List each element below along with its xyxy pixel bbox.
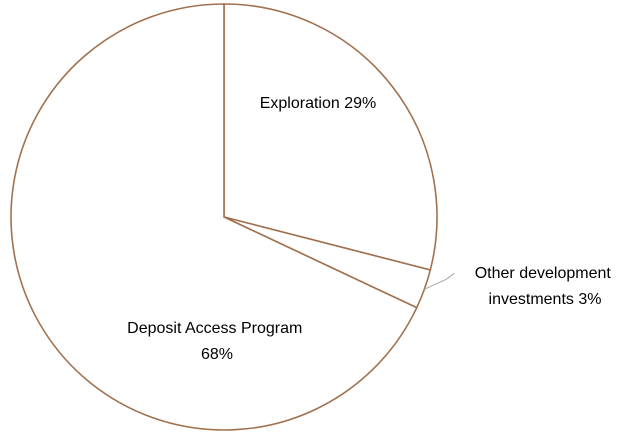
pie-slice-exploration [223, 3, 438, 271]
pie-slice-deposit-access-program [10, 3, 418, 431]
label-exploration: Exploration 29% [260, 95, 377, 112]
label-other-development: Other development investments 3% [475, 265, 616, 308]
label-deposit-access: Deposit Access Program 68% [127, 320, 307, 363]
pie-slices [10, 3, 438, 431]
leader-line-other [424, 272, 455, 290]
